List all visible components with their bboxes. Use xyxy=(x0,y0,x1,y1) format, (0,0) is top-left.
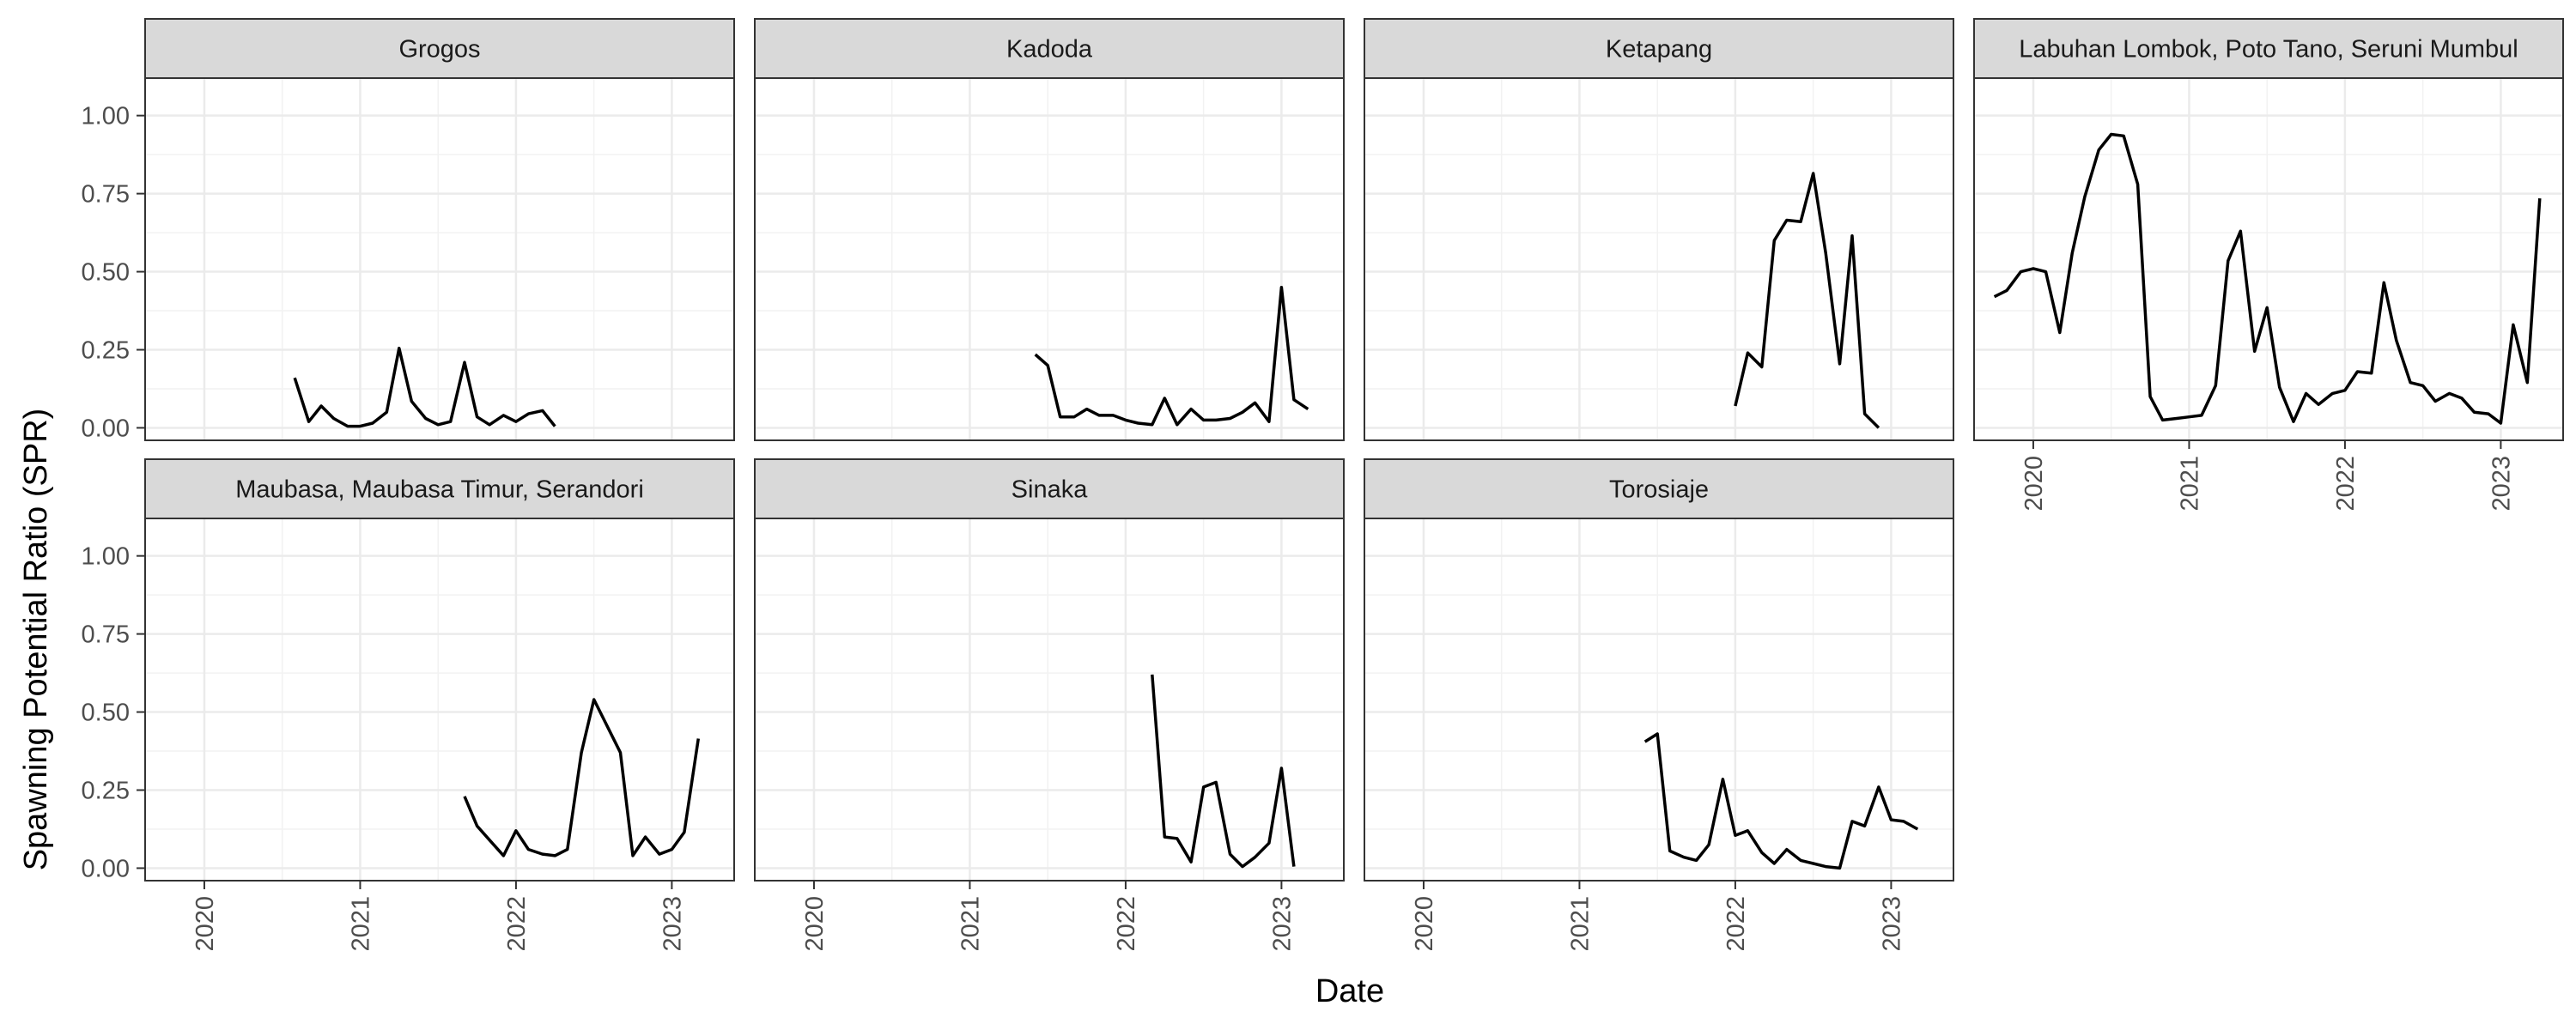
facet-panel: Labuhan Lombok, Poto Tano, Seruni Mumbul… xyxy=(1973,18,2564,512)
panel-border xyxy=(754,518,1345,882)
plot-background xyxy=(1364,518,1953,881)
y-tick-label: 0.75 xyxy=(82,621,130,649)
y-tick-label: 0.50 xyxy=(82,259,130,287)
panel-border xyxy=(1364,77,1954,441)
series-line xyxy=(293,346,556,428)
panel-border xyxy=(144,518,735,882)
series-line xyxy=(1151,674,1296,869)
facet-strip xyxy=(144,458,735,519)
series-line xyxy=(1034,285,1309,427)
x-tick-label: 2021 xyxy=(957,896,984,952)
facet-strip xyxy=(1973,18,2564,79)
facet-strip-title: Maubasa, Maubasa Timur, Serandori xyxy=(235,476,644,504)
series-line xyxy=(1643,732,1919,870)
facet-panel: Ketapang xyxy=(1364,18,1954,441)
facet-strip-title: Torosiaje xyxy=(1609,476,1709,504)
x-tick-label: 2020 xyxy=(801,896,829,952)
y-tick-label: 0.00 xyxy=(82,415,130,442)
panel-border xyxy=(1973,77,2564,441)
x-tick-label: 2020 xyxy=(191,896,219,952)
plot-background xyxy=(755,78,1344,440)
x-tick-label: 2023 xyxy=(659,896,686,952)
y-tick-label: 0.50 xyxy=(82,700,130,727)
facet-panels: Grogos 0.00 0.25 0.50 0.75 1.00 Kadoda Ketapang… xyxy=(82,18,2564,952)
facet-strip xyxy=(1364,18,1954,79)
y-tick-label: 0.00 xyxy=(82,855,130,882)
x-tick-label: 2023 xyxy=(1878,896,1905,952)
facet-strip-title: Grogos xyxy=(398,36,480,64)
facet-strip xyxy=(144,18,735,79)
facet-panel: Maubasa, Maubasa Timur, Serandori 0.00 0.2… xyxy=(82,458,735,952)
x-tick-label: 2023 xyxy=(2488,456,2515,512)
y-tick-label: 0.75 xyxy=(82,181,130,209)
x-tick-label: 2022 xyxy=(503,896,531,952)
facet-strip-title: Sinaka xyxy=(1012,476,1089,504)
x-tick-label: 2021 xyxy=(2176,456,2203,512)
plot-background xyxy=(1974,78,2563,440)
series-line xyxy=(1734,172,1880,429)
facet-strip-title: Kadoda xyxy=(1006,36,1093,64)
x-tick-label: 2020 xyxy=(2020,456,2048,512)
facet-strip xyxy=(754,458,1345,519)
plot-background xyxy=(1364,78,1953,440)
facet-strip-title: Labuhan Lombok, Poto Tano, Seruni Mumbul xyxy=(2019,36,2518,64)
x-tick-label: 2022 xyxy=(1113,896,1140,952)
y-tick-label: 0.25 xyxy=(82,337,130,365)
x-tick-label: 2023 xyxy=(1268,896,1296,952)
panel-border xyxy=(144,77,735,441)
y-tick-label: 1.00 xyxy=(82,543,130,571)
x-tick-label: 2020 xyxy=(1411,896,1438,952)
facet-strip xyxy=(754,18,1345,79)
facet-panel: Grogos 0.00 0.25 0.50 0.75 1.00 xyxy=(82,18,735,442)
plot-background xyxy=(145,518,734,881)
x-tick-label: 2022 xyxy=(2332,456,2360,512)
series-line xyxy=(463,698,701,857)
x-axis-title: Date xyxy=(1315,973,1384,1009)
y-tick-label: 0.25 xyxy=(82,778,130,805)
plot-background xyxy=(755,518,1344,881)
facet-panel: Torosiaje 2020 2021 2022 2023 xyxy=(1364,458,1954,952)
x-tick-label: 2021 xyxy=(1566,896,1594,952)
series-line xyxy=(1993,132,2542,425)
panel-border xyxy=(754,77,1345,441)
x-tick-label: 2022 xyxy=(1722,896,1750,952)
facet-panel: Kadoda xyxy=(754,18,1345,441)
x-tick-label: 2021 xyxy=(347,896,374,952)
facet-strip-title: Ketapang xyxy=(1606,36,1712,64)
y-axis-title: Spawning Potential Ratio (SPR) xyxy=(18,409,54,871)
plot-background xyxy=(145,78,734,440)
facet-panel: Sinaka 2020 2021 2022 2023 xyxy=(754,458,1345,952)
panel-border xyxy=(1364,518,1954,882)
y-tick-label: 1.00 xyxy=(82,103,130,130)
